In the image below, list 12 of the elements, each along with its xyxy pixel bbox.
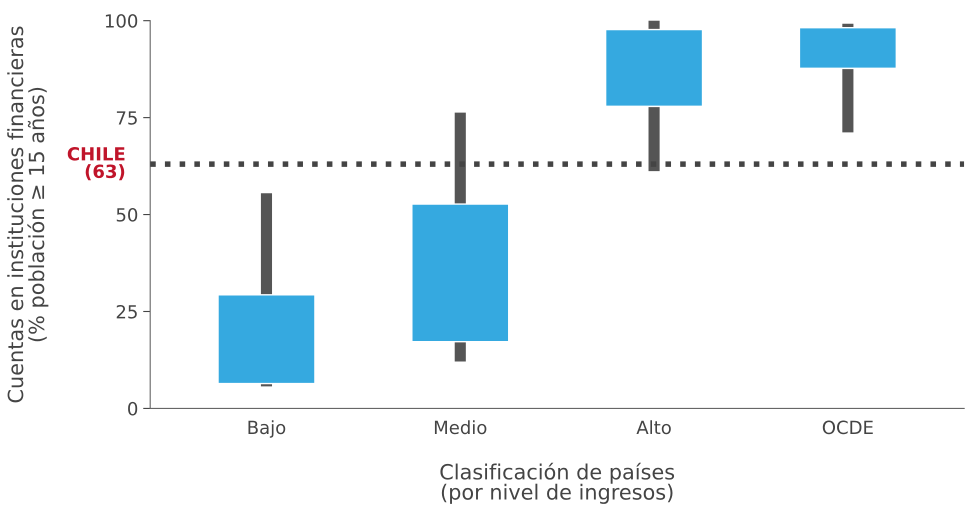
x-axis-title: Clasificación de países (por nivel de ingresos) — [440, 462, 674, 504]
y-tick-label: 25 — [116, 304, 137, 319]
y-tick-label: 50 — [116, 208, 138, 222]
y-tick-label: 75 — [116, 111, 137, 125]
y-tick-label: 100 — [106, 14, 138, 28]
y-axis-title: Cuentas en instituciones financieras (% población ≥ 15 años) — [7, 26, 48, 402]
ref-line-label: CHILE (63) — [68, 146, 124, 180]
y-tick-label: 0 — [128, 402, 138, 416]
x-tick-label: OCDE — [822, 420, 873, 434]
x-tick-label: Bajo — [248, 420, 286, 438]
x-tick-label: Alto — [636, 420, 671, 434]
x-tick-label: Medio — [434, 420, 486, 434]
